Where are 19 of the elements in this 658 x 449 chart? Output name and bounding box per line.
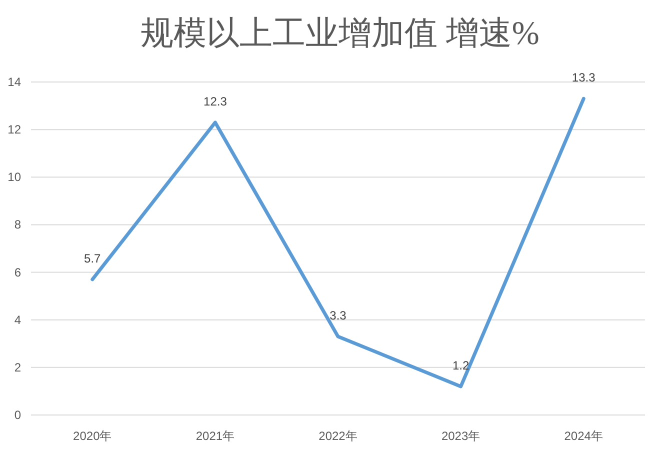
data-label: 1.2 xyxy=(452,358,470,372)
data-label: 13.3 xyxy=(572,70,596,85)
chart-title: 规模以上工业增加值 增速% xyxy=(140,16,540,52)
x-tick-label: 2024年 xyxy=(564,429,603,443)
x-tick-label: 2021年 xyxy=(196,429,235,443)
data-label: 3.3 xyxy=(330,308,347,323)
y-tick-label: 6 xyxy=(14,265,22,280)
y-tick-label: 12 xyxy=(8,122,22,137)
y-tick-label: 2 xyxy=(14,360,22,374)
x-tick-label: 2023年 xyxy=(441,429,480,443)
y-tick-label: 8 xyxy=(14,218,22,232)
y-tick-label: 10 xyxy=(8,170,22,184)
x-tick-label: 2020年 xyxy=(73,429,112,443)
y-tick-label: 4 xyxy=(14,312,22,327)
y-tick-label: 0 xyxy=(14,408,22,422)
data-label: 5.7 xyxy=(84,251,102,266)
x-tick-label: 2022年 xyxy=(318,429,358,443)
y-tick-label: 14 xyxy=(8,75,22,89)
data-label: 12.3 xyxy=(204,94,228,108)
